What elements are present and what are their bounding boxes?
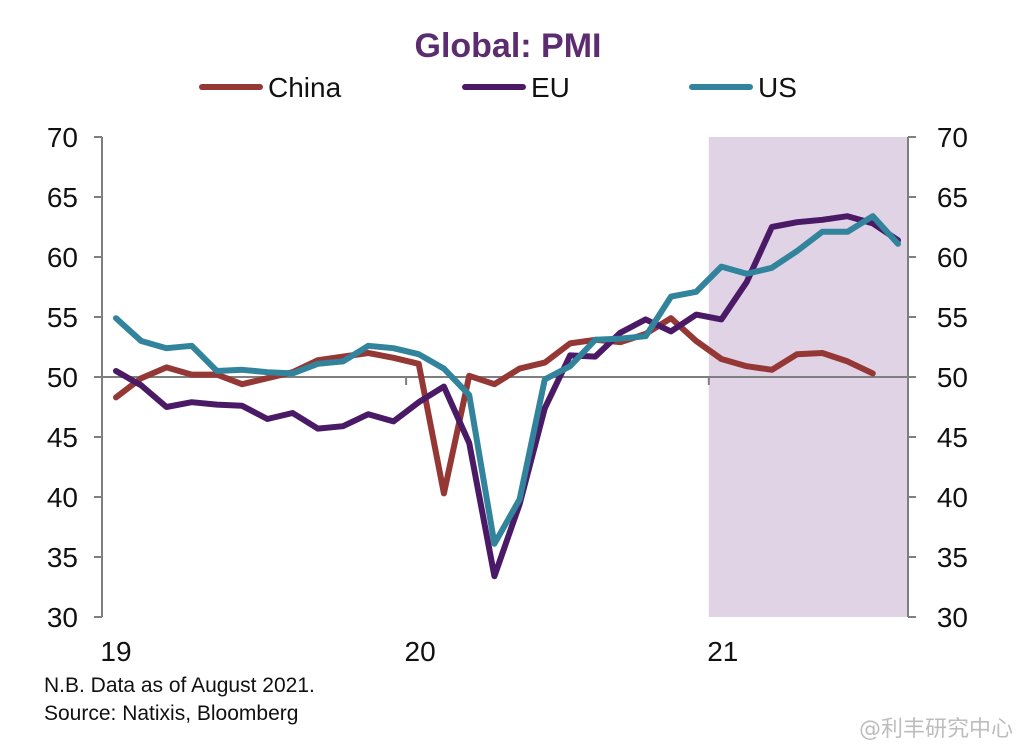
y-tick-label-left-55: 55 bbox=[47, 302, 78, 333]
series-line-us bbox=[113, 213, 901, 547]
y-tick-label-left-40: 40 bbox=[47, 482, 78, 513]
chart-title: Global: PMI bbox=[415, 27, 602, 65]
y-tick-label-left-65: 65 bbox=[47, 182, 78, 213]
y-tick-label-left-70: 70 bbox=[47, 122, 78, 153]
series-layer bbox=[113, 213, 901, 580]
y-ticks-left: 30 35 40 45 50 55 60 65 70 bbox=[47, 122, 102, 633]
y-tick-label-right-50: 50 bbox=[937, 362, 968, 393]
y-tick-label-left-45: 45 bbox=[47, 422, 78, 453]
y-tick-label-left-30: 30 bbox=[47, 602, 78, 633]
legend-label-eu: EU bbox=[531, 72, 570, 103]
note-source: Source: Natixis, Bloomberg bbox=[44, 702, 299, 725]
y-tick-label-right-35: 35 bbox=[937, 542, 968, 573]
note-data-date: N.B. Data as of August 2021. bbox=[44, 674, 315, 697]
legend-label-china: China bbox=[268, 72, 342, 103]
series-line-eu bbox=[113, 213, 901, 580]
y-tick-label-left-50: 50 bbox=[47, 362, 78, 393]
y-tick-label-left-60: 60 bbox=[47, 242, 78, 273]
x-tick-label-19: 19 bbox=[100, 636, 131, 667]
y-tick-label-right-60: 60 bbox=[937, 242, 968, 273]
legend-label-us: US bbox=[758, 72, 797, 103]
x-tick-label-20: 20 bbox=[405, 636, 436, 667]
legend: China EU US bbox=[199, 72, 797, 103]
y-tick-label-right-30: 30 bbox=[937, 602, 968, 633]
y-tick-label-right-70: 70 bbox=[937, 122, 968, 153]
series-line-china bbox=[113, 315, 876, 497]
y-tick-label-right-45: 45 bbox=[937, 422, 968, 453]
watermark: @利丰研究中心 bbox=[858, 717, 1013, 742]
y-tick-label-right-65: 65 bbox=[937, 182, 968, 213]
y-tick-label-right-40: 40 bbox=[937, 482, 968, 513]
x-ticks: 19 20 21 bbox=[100, 377, 738, 667]
y-tick-label-right-55: 55 bbox=[937, 302, 968, 333]
x-tick-label-21: 21 bbox=[707, 636, 738, 667]
y-tick-label-left-35: 35 bbox=[47, 542, 78, 573]
y-ticks-right: 30 35 40 45 50 55 60 65 70 bbox=[908, 122, 968, 633]
